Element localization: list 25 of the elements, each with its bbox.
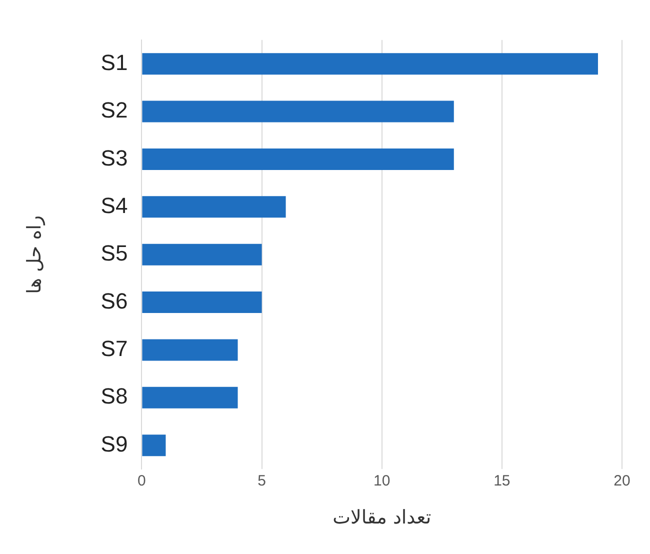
y-tick-label: S1 [100,50,128,75]
y-tick-label: S9 [100,431,128,456]
x-tick-label: 0 [138,472,146,490]
y-tick-label: S5 [100,240,128,266]
y-tick-label: S2 [100,98,128,123]
bar [142,386,238,408]
bar [142,292,262,314]
bar [142,244,262,266]
bar [142,339,238,361]
bar [142,148,454,170]
x-tick-label: 20 [614,472,630,490]
y-axis-title: راه حل ها [23,215,46,294]
x-axis-title: تعداد مقالات [332,506,432,529]
y-tick-label: S7 [100,336,128,362]
y-tick-label: S8 [100,384,128,409]
bar [142,53,598,75]
bar [142,196,286,218]
x-tick-label: 5 [258,472,266,490]
bar [142,434,166,456]
x-tick-label: 15 [494,472,510,490]
y-tick-label: S3 [100,145,128,170]
y-tick-label: S4 [100,192,128,218]
x-tick-label: 10 [374,472,390,490]
y-tick-label: S6 [100,288,128,314]
bar [142,100,454,122]
